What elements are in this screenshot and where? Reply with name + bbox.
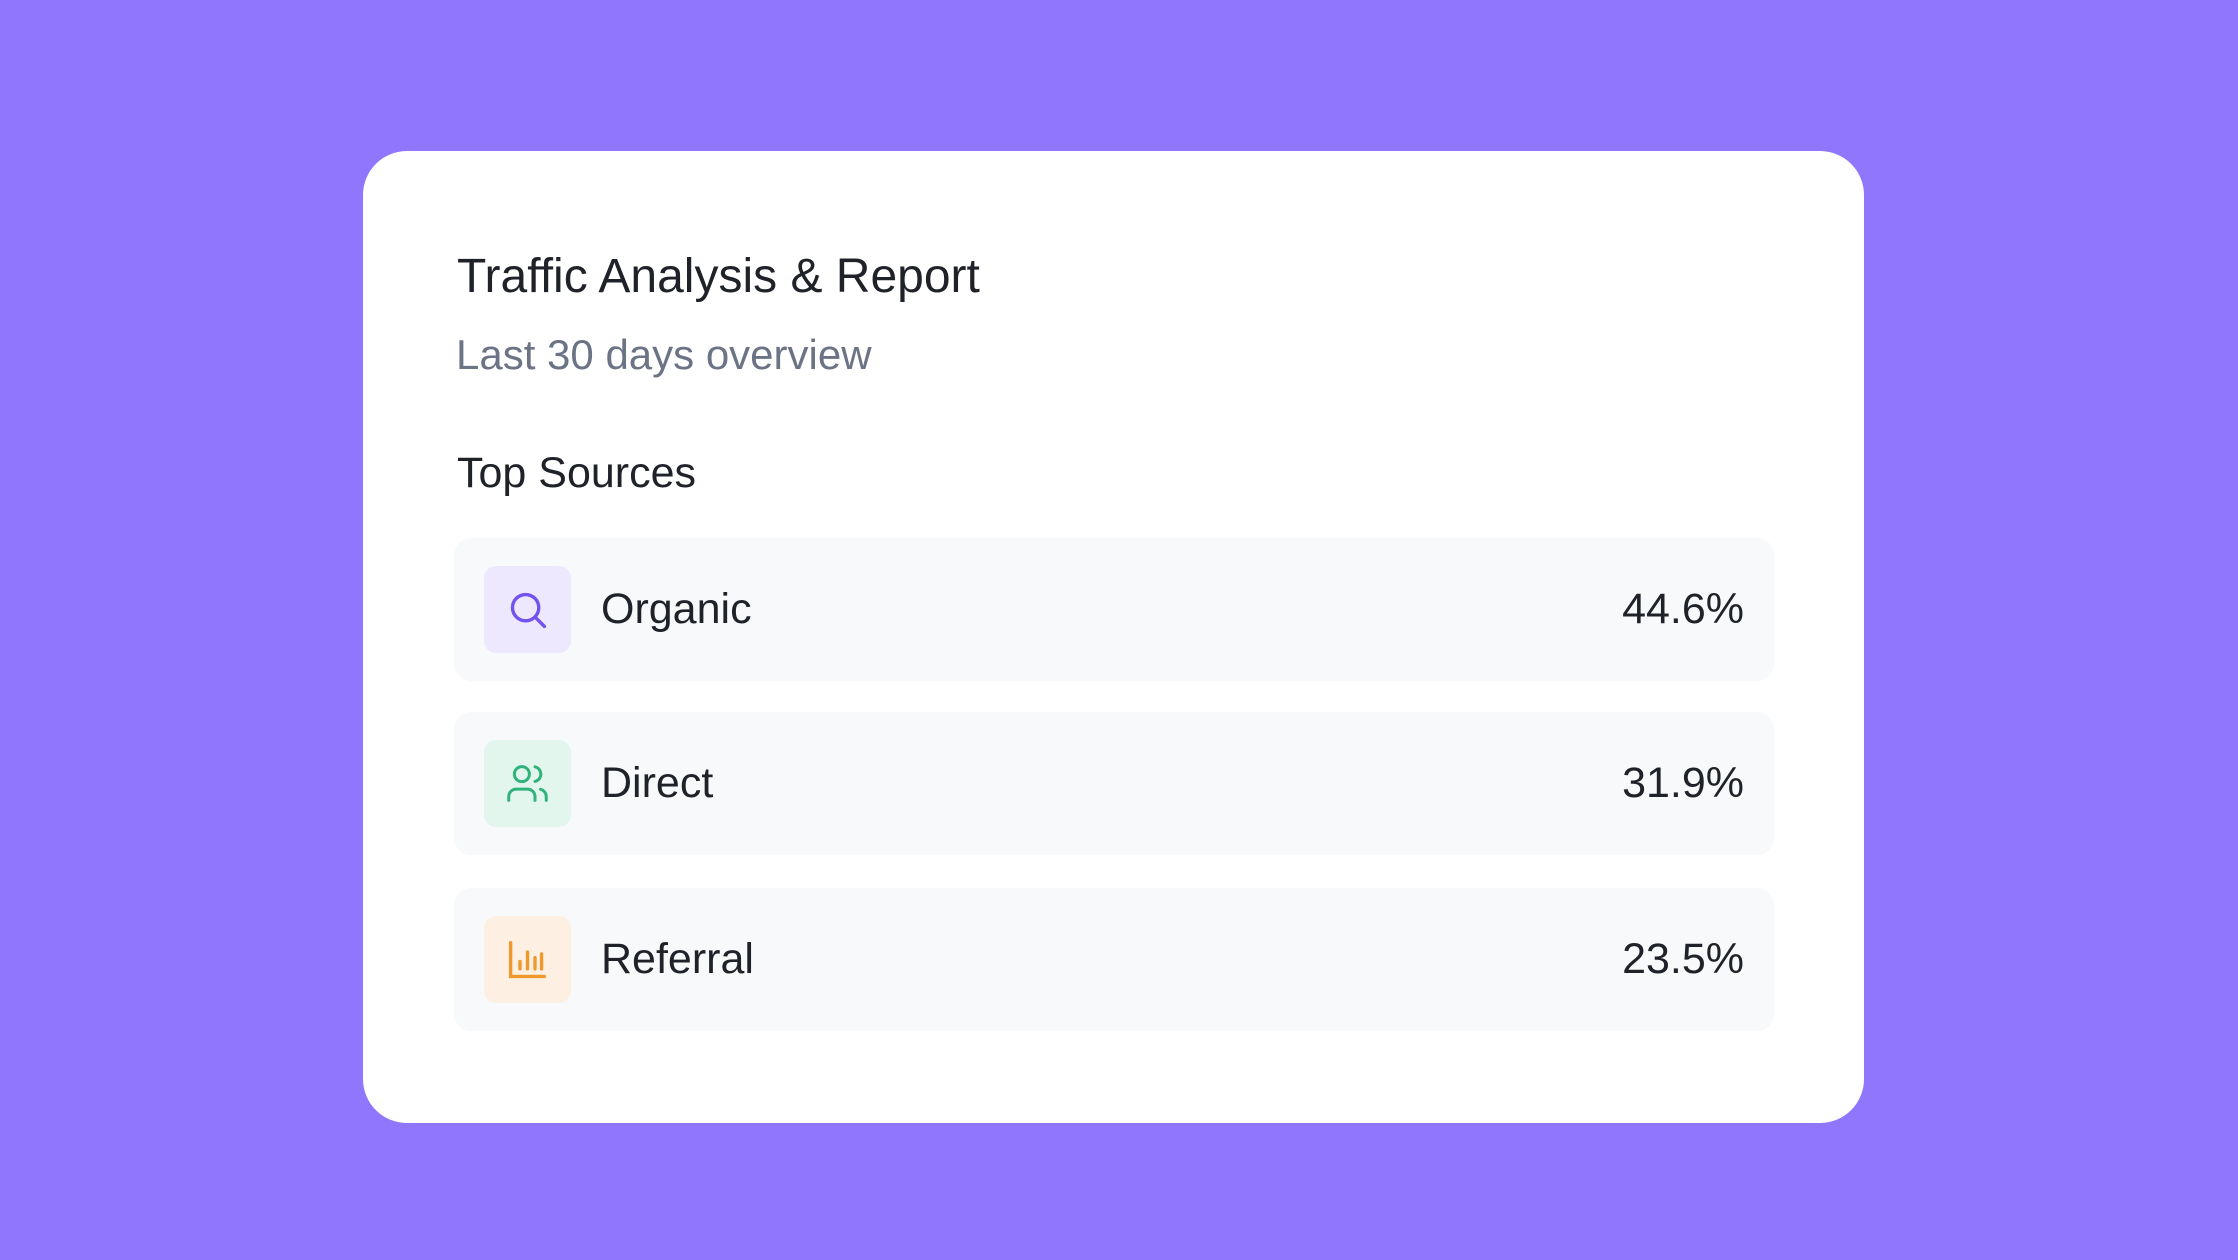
source-value: 23.5% (1622, 935, 1744, 983)
source-value: 31.9% (1622, 759, 1744, 807)
source-label: Referral (601, 935, 754, 983)
source-value: 44.6% (1622, 585, 1744, 633)
search-icon (510, 592, 547, 629)
source-row[interactable]: Direct 31.9% (454, 712, 1774, 855)
card-title: Traffic Analysis & Report (457, 250, 980, 303)
chart-icon (508, 940, 547, 979)
users-icon (507, 765, 548, 802)
source-row[interactable]: Organic 44.6% (454, 538, 1774, 681)
source-icon (484, 566, 571, 653)
card-subtitle: Last 30 days overview (456, 331, 872, 378)
source-label: Organic (601, 585, 752, 633)
source-icon (484, 916, 571, 1003)
traffic-card: Traffic Analysis & Report Last 30 days o… (363, 151, 1864, 1123)
source-icon (484, 740, 571, 827)
source-label: Direct (601, 759, 714, 807)
source-row[interactable]: Referral 23.5% (454, 888, 1774, 1031)
section-title: Top Sources (457, 449, 697, 497)
